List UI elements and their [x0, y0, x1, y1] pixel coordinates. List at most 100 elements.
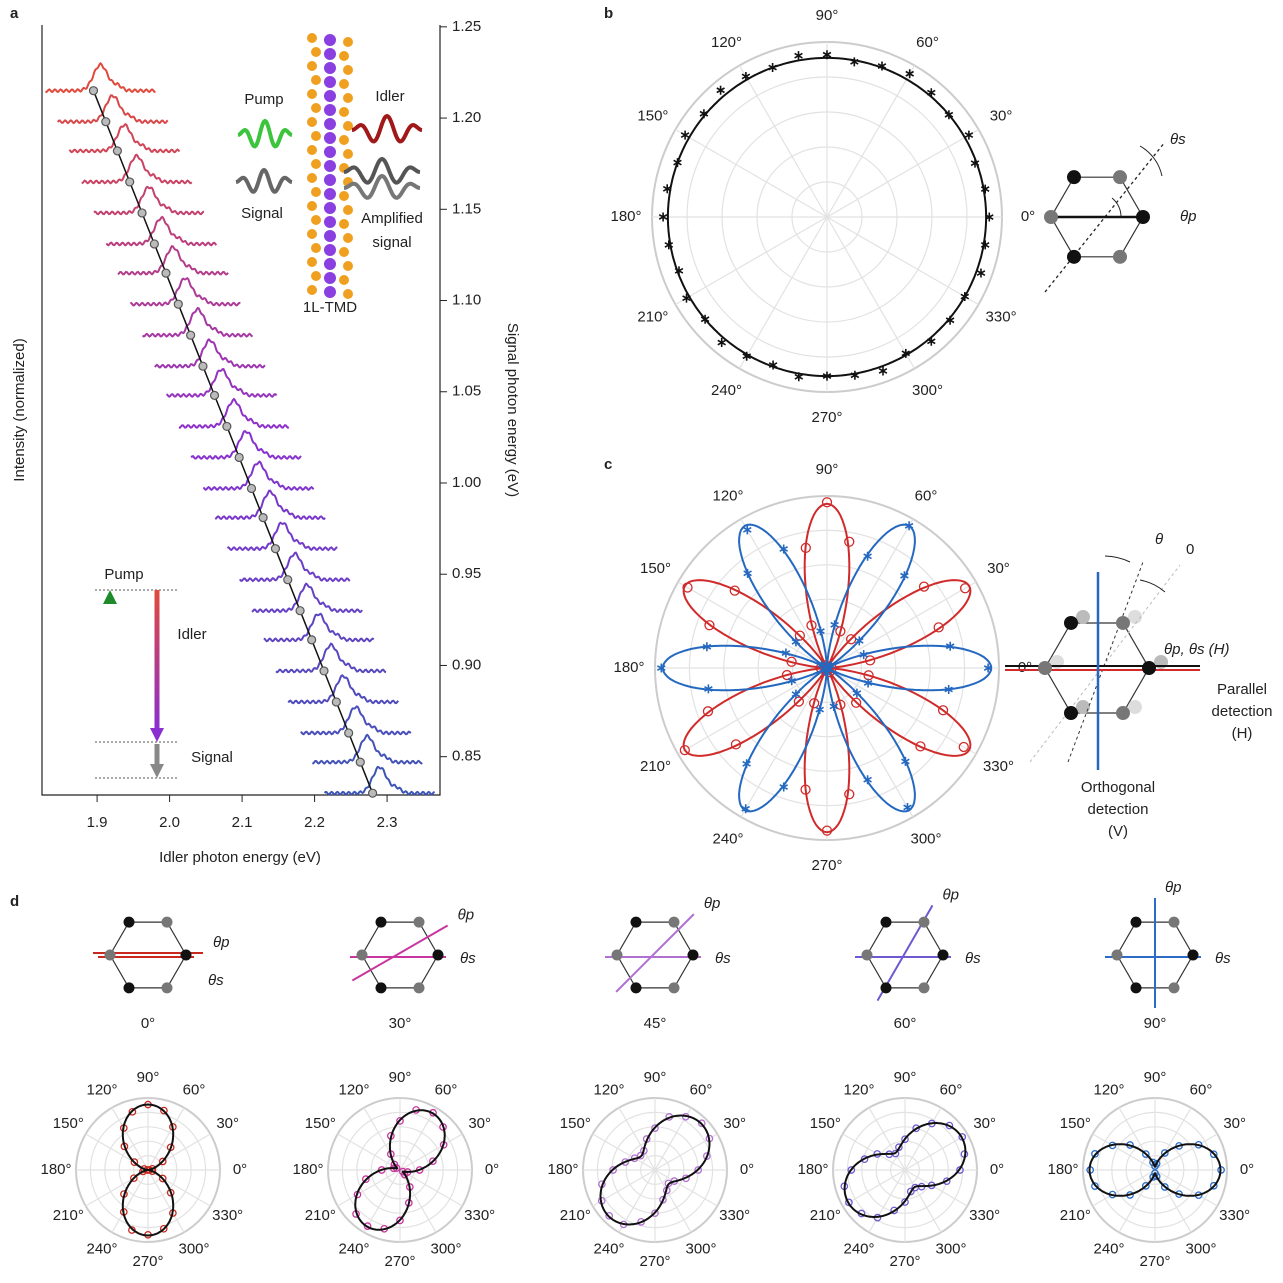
wave	[352, 116, 422, 141]
panel-letter: d	[10, 893, 19, 910]
atom-orange	[343, 149, 353, 159]
atom	[631, 982, 642, 993]
peak-marker	[223, 422, 231, 430]
spectrum	[301, 707, 411, 735]
diagram-caption: 90°	[1144, 1015, 1167, 1032]
spectrum	[106, 217, 216, 245]
angle-label: 180°	[610, 208, 641, 225]
polar-spoke	[741, 668, 827, 817]
panel-letter: a	[10, 5, 19, 22]
atom	[162, 982, 173, 993]
peak-marker	[187, 331, 195, 339]
atom-purple	[324, 244, 336, 256]
atom-orange	[307, 145, 317, 155]
angle-label: 240°	[593, 1241, 624, 1258]
parallel-label: Parallel	[1217, 681, 1267, 698]
atom-orange	[339, 191, 349, 201]
atom	[1112, 950, 1123, 961]
angle-label: 60°	[915, 487, 938, 504]
orthogonal-label: (V)	[1108, 823, 1128, 840]
atom	[1131, 917, 1142, 928]
inset-signal: Signal	[241, 205, 283, 222]
spectrum	[58, 95, 168, 123]
angle-label: 210°	[560, 1207, 591, 1224]
angle-label: 300°	[910, 830, 941, 847]
atom-purple	[324, 216, 336, 228]
data-point	[851, 57, 859, 66]
angle-label: 60°	[940, 1081, 963, 1098]
wave	[236, 170, 292, 192]
hexagon	[362, 922, 438, 988]
angle-label: 0°	[233, 1161, 247, 1178]
atom-orange	[311, 187, 321, 197]
angle-label: 300°	[178, 1241, 209, 1258]
angle-label: 30°	[973, 1115, 996, 1132]
angle-label: 90°	[1144, 1069, 1167, 1086]
angle-label: 0°	[1018, 659, 1032, 676]
atom	[433, 950, 444, 961]
angle-label: 300°	[935, 1241, 966, 1258]
atom-purple	[324, 174, 336, 186]
angle-label: 270°	[384, 1253, 415, 1270]
angle-label: 210°	[305, 1207, 336, 1224]
angle-label: 180°	[547, 1161, 578, 1178]
atom	[414, 982, 425, 993]
angle-label: 90°	[389, 1069, 412, 1086]
atom-purple	[324, 132, 336, 144]
y2-tick-label: 0.95	[452, 565, 481, 582]
angle-label: 330°	[464, 1207, 495, 1224]
angle-label: 270°	[639, 1253, 670, 1270]
angle-label: 30°	[723, 1115, 746, 1132]
spectrum	[204, 462, 314, 490]
peak-marker	[102, 118, 110, 126]
polar-spoke	[678, 582, 827, 668]
parallel-label: detection	[1212, 703, 1273, 720]
angle-label: 60°	[1190, 1081, 1213, 1098]
spectrum	[191, 431, 301, 459]
atom	[688, 950, 699, 961]
angle-label: 150°	[810, 1115, 841, 1132]
angle-label: 210°	[810, 1207, 841, 1224]
atom	[1169, 917, 1180, 928]
y2-axis-label: Signal photon energy (eV)	[504, 323, 521, 497]
angle-label: 120°	[593, 1081, 624, 1098]
y-axis-label: Intensity (normalized)	[11, 338, 28, 481]
pump-angle-label: θp	[213, 934, 229, 951]
inset-pump: Pump	[244, 91, 283, 108]
data-point	[845, 537, 854, 546]
atom-orange	[339, 275, 349, 285]
peak-marker	[89, 87, 97, 95]
atom-orange	[307, 257, 317, 267]
inset-idler: Idler	[375, 88, 404, 105]
data-point	[845, 790, 854, 799]
atom-purple	[324, 258, 336, 270]
peak-marker	[259, 514, 267, 522]
data-point	[795, 51, 803, 60]
diagram-signal: Signal	[191, 749, 233, 766]
angle-label: 240°	[1093, 1241, 1124, 1258]
atom	[124, 982, 135, 993]
angle-label: 30°	[987, 560, 1010, 577]
angle-label: 90°	[644, 1069, 667, 1086]
y2-tick-label: 1.15	[452, 200, 481, 217]
peak-marker	[138, 209, 146, 217]
polar-spoke	[827, 217, 979, 305]
angle-label: 330°	[969, 1207, 1000, 1224]
atom	[376, 982, 387, 993]
atom-purple	[324, 272, 336, 284]
spectrum	[227, 523, 337, 550]
angle-label: 30°	[990, 107, 1013, 124]
inset-amplified-signal: signal	[372, 234, 411, 251]
signal-angle-label: θs	[1170, 131, 1186, 148]
atom-purple	[324, 286, 336, 298]
angle-label: 240°	[843, 1241, 874, 1258]
angle-label: 90°	[816, 7, 839, 24]
atom-orange	[311, 159, 321, 169]
parallel-label: (H)	[1232, 725, 1253, 742]
angle-label: 30°	[216, 1115, 239, 1132]
atom-orange	[343, 261, 353, 271]
angle-label: 300°	[912, 382, 943, 399]
atom-orange	[311, 271, 321, 281]
angle-label: 210°	[1060, 1207, 1091, 1224]
spectrum	[69, 124, 179, 152]
